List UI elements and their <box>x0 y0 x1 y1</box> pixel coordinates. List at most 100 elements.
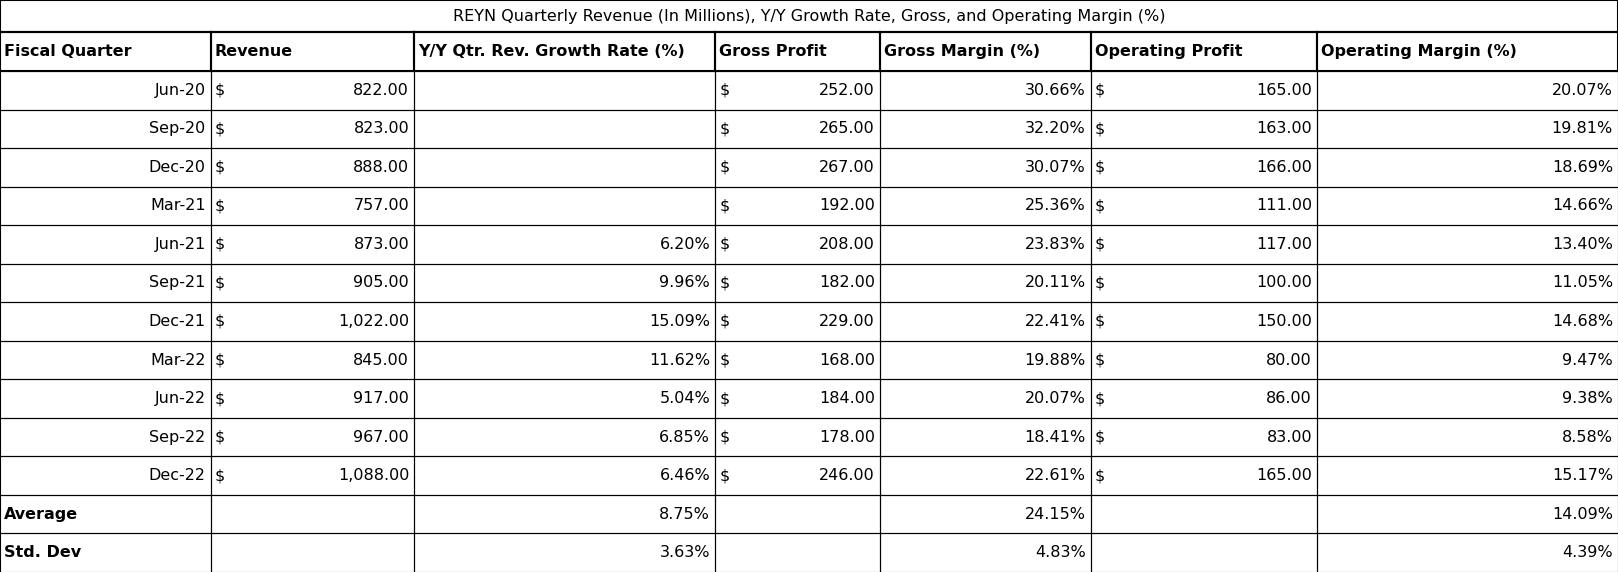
Text: $: $ <box>718 314 730 329</box>
Text: 20.07%: 20.07% <box>1024 391 1086 406</box>
Text: $: $ <box>215 121 225 136</box>
Text: $: $ <box>1095 121 1105 136</box>
Text: 117.00: 117.00 <box>1256 237 1312 252</box>
Text: 15.17%: 15.17% <box>1552 468 1613 483</box>
Text: Gross Profit: Gross Profit <box>718 44 827 59</box>
Text: $: $ <box>1095 314 1105 329</box>
Text: 20.11%: 20.11% <box>1024 276 1086 291</box>
Text: 1,088.00: 1,088.00 <box>338 468 409 483</box>
Text: $: $ <box>215 314 225 329</box>
Text: Y/Y Qtr. Rev. Growth Rate (%): Y/Y Qtr. Rev. Growth Rate (%) <box>417 44 684 59</box>
Text: 20.07%: 20.07% <box>1552 83 1613 98</box>
Text: $: $ <box>1095 468 1105 483</box>
Text: 14.09%: 14.09% <box>1552 507 1613 522</box>
Text: 11.62%: 11.62% <box>649 352 710 368</box>
Text: Operating Profit: Operating Profit <box>1095 44 1243 59</box>
Text: 822.00: 822.00 <box>353 83 409 98</box>
Text: 182.00: 182.00 <box>819 276 875 291</box>
Text: $: $ <box>215 430 225 444</box>
Text: $: $ <box>215 391 225 406</box>
Text: $: $ <box>215 276 225 291</box>
Text: 6.85%: 6.85% <box>659 430 710 444</box>
Text: 86.00: 86.00 <box>1267 391 1312 406</box>
Text: 8.75%: 8.75% <box>659 507 710 522</box>
Text: $: $ <box>1095 198 1105 213</box>
Text: 246.00: 246.00 <box>819 468 875 483</box>
Text: $: $ <box>718 468 730 483</box>
Text: Dec-21: Dec-21 <box>149 314 205 329</box>
Text: 22.41%: 22.41% <box>1024 314 1086 329</box>
Text: 15.09%: 15.09% <box>649 314 710 329</box>
Text: $: $ <box>718 352 730 368</box>
Text: 83.00: 83.00 <box>1267 430 1312 444</box>
Text: 9.38%: 9.38% <box>1563 391 1613 406</box>
Text: 166.00: 166.00 <box>1256 160 1312 175</box>
Text: 267.00: 267.00 <box>819 160 875 175</box>
Text: 3.63%: 3.63% <box>660 545 710 560</box>
Text: $: $ <box>215 468 225 483</box>
Text: $: $ <box>215 237 225 252</box>
Text: 168.00: 168.00 <box>819 352 875 368</box>
Text: 967.00: 967.00 <box>353 430 409 444</box>
Text: Std. Dev: Std. Dev <box>3 545 81 560</box>
Text: 184.00: 184.00 <box>819 391 875 406</box>
Text: $: $ <box>718 198 730 213</box>
Text: Mar-22: Mar-22 <box>150 352 205 368</box>
Text: $: $ <box>1095 352 1105 368</box>
Text: $: $ <box>718 83 730 98</box>
Text: 192.00: 192.00 <box>819 198 875 213</box>
Text: 11.05%: 11.05% <box>1552 276 1613 291</box>
Text: $: $ <box>215 352 225 368</box>
Text: $: $ <box>718 430 730 444</box>
Text: 9.47%: 9.47% <box>1563 352 1613 368</box>
Text: 14.66%: 14.66% <box>1552 198 1613 213</box>
Text: 24.15%: 24.15% <box>1024 507 1086 522</box>
Text: 80.00: 80.00 <box>1267 352 1312 368</box>
Text: Fiscal Quarter: Fiscal Quarter <box>3 44 131 59</box>
Text: $: $ <box>1095 160 1105 175</box>
Text: 757.00: 757.00 <box>353 198 409 213</box>
Text: 163.00: 163.00 <box>1256 121 1312 136</box>
Text: 100.00: 100.00 <box>1256 276 1312 291</box>
Text: 252.00: 252.00 <box>819 83 875 98</box>
Text: 9.96%: 9.96% <box>660 276 710 291</box>
Text: 13.40%: 13.40% <box>1552 237 1613 252</box>
Text: Dec-20: Dec-20 <box>149 160 205 175</box>
Text: 229.00: 229.00 <box>819 314 875 329</box>
Text: 873.00: 873.00 <box>353 237 409 252</box>
Text: Sep-22: Sep-22 <box>149 430 205 444</box>
Text: $: $ <box>1095 391 1105 406</box>
Text: 4.39%: 4.39% <box>1563 545 1613 560</box>
Text: $: $ <box>215 198 225 213</box>
Text: $: $ <box>1095 430 1105 444</box>
Text: 5.04%: 5.04% <box>660 391 710 406</box>
Text: 1,022.00: 1,022.00 <box>338 314 409 329</box>
Text: 8.58%: 8.58% <box>1561 430 1613 444</box>
Text: Jun-22: Jun-22 <box>155 391 205 406</box>
Text: Dec-22: Dec-22 <box>149 468 205 483</box>
Text: 150.00: 150.00 <box>1256 314 1312 329</box>
Text: $: $ <box>215 160 225 175</box>
Text: Revenue: Revenue <box>215 44 293 59</box>
Text: 22.61%: 22.61% <box>1024 468 1086 483</box>
Text: 4.83%: 4.83% <box>1036 545 1086 560</box>
Text: $: $ <box>718 160 730 175</box>
Text: $: $ <box>1095 276 1105 291</box>
Text: Operating Margin (%): Operating Margin (%) <box>1320 44 1518 59</box>
Text: $: $ <box>215 83 225 98</box>
Text: 18.69%: 18.69% <box>1552 160 1613 175</box>
Text: 917.00: 917.00 <box>353 391 409 406</box>
Text: 18.41%: 18.41% <box>1024 430 1086 444</box>
Text: 905.00: 905.00 <box>353 276 409 291</box>
Text: $: $ <box>1095 237 1105 252</box>
Text: Sep-20: Sep-20 <box>149 121 205 136</box>
Text: 32.20%: 32.20% <box>1024 121 1086 136</box>
Text: REYN Quarterly Revenue (In Millions), Y/Y Growth Rate, Gross, and Operating Marg: REYN Quarterly Revenue (In Millions), Y/… <box>453 9 1165 23</box>
Text: 265.00: 265.00 <box>819 121 875 136</box>
Text: Jun-21: Jun-21 <box>154 237 205 252</box>
Text: 23.83%: 23.83% <box>1024 237 1086 252</box>
Text: 30.66%: 30.66% <box>1024 83 1086 98</box>
Text: 178.00: 178.00 <box>819 430 875 444</box>
Text: 14.68%: 14.68% <box>1552 314 1613 329</box>
Text: $: $ <box>718 121 730 136</box>
